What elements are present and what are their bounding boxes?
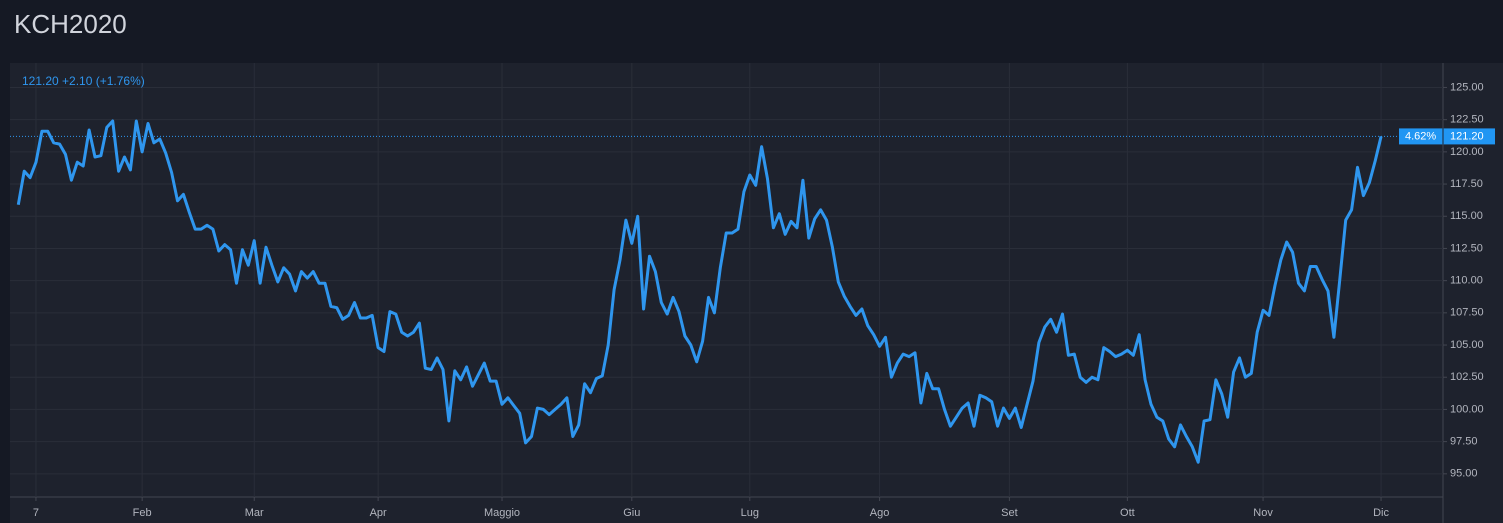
y-tick-label: 100.00 (1450, 403, 1484, 415)
y-tick-label: 115.00 (1450, 210, 1483, 222)
status-text: 121.20 +2.10 (+1.76%) (22, 74, 145, 88)
y-tick-label: 125.00 (1450, 81, 1484, 93)
y-tick-label: 117.50 (1450, 178, 1483, 190)
x-tick-label: Apr (370, 507, 387, 519)
time-axis-area (10, 497, 1443, 523)
y-tick-label: 97.50 (1450, 436, 1478, 448)
y-tick-label: 110.00 (1450, 275, 1483, 287)
y-tick-label: 102.50 (1450, 371, 1484, 383)
x-tick-label: Ott (1120, 507, 1135, 519)
last-change-label: 4.62% (1405, 130, 1436, 142)
x-tick-label: Dic (1373, 507, 1389, 519)
x-tick-label: Giu (623, 507, 640, 519)
x-tick-label: Nov (1253, 507, 1273, 519)
y-tick-label: 112.50 (1450, 242, 1483, 254)
x-tick-label: 7 (33, 507, 39, 519)
last-price-label: 121.20 (1450, 130, 1484, 142)
x-tick-label: Ago (870, 507, 890, 519)
x-tick-label: Feb (133, 507, 152, 519)
x-tick-label: Set (1001, 507, 1018, 519)
chart-title: KCH2020 (14, 9, 127, 39)
grid (10, 63, 1443, 497)
plot-area (10, 63, 1443, 497)
x-tick-label: Lug (741, 507, 759, 519)
price-line (16, 119, 1383, 464)
last-price-badge (1399, 128, 1495, 145)
x-tick-label: Mar (245, 507, 264, 519)
y-tick-label: 105.00 (1450, 339, 1484, 351)
y-tick-label: 95.00 (1450, 468, 1478, 480)
y-tick-label: 107.50 (1450, 307, 1484, 319)
y-tick-label: 120.00 (1450, 146, 1484, 158)
x-tick-label: Maggio (484, 507, 520, 519)
y-tick-label: 122.50 (1450, 114, 1484, 126)
